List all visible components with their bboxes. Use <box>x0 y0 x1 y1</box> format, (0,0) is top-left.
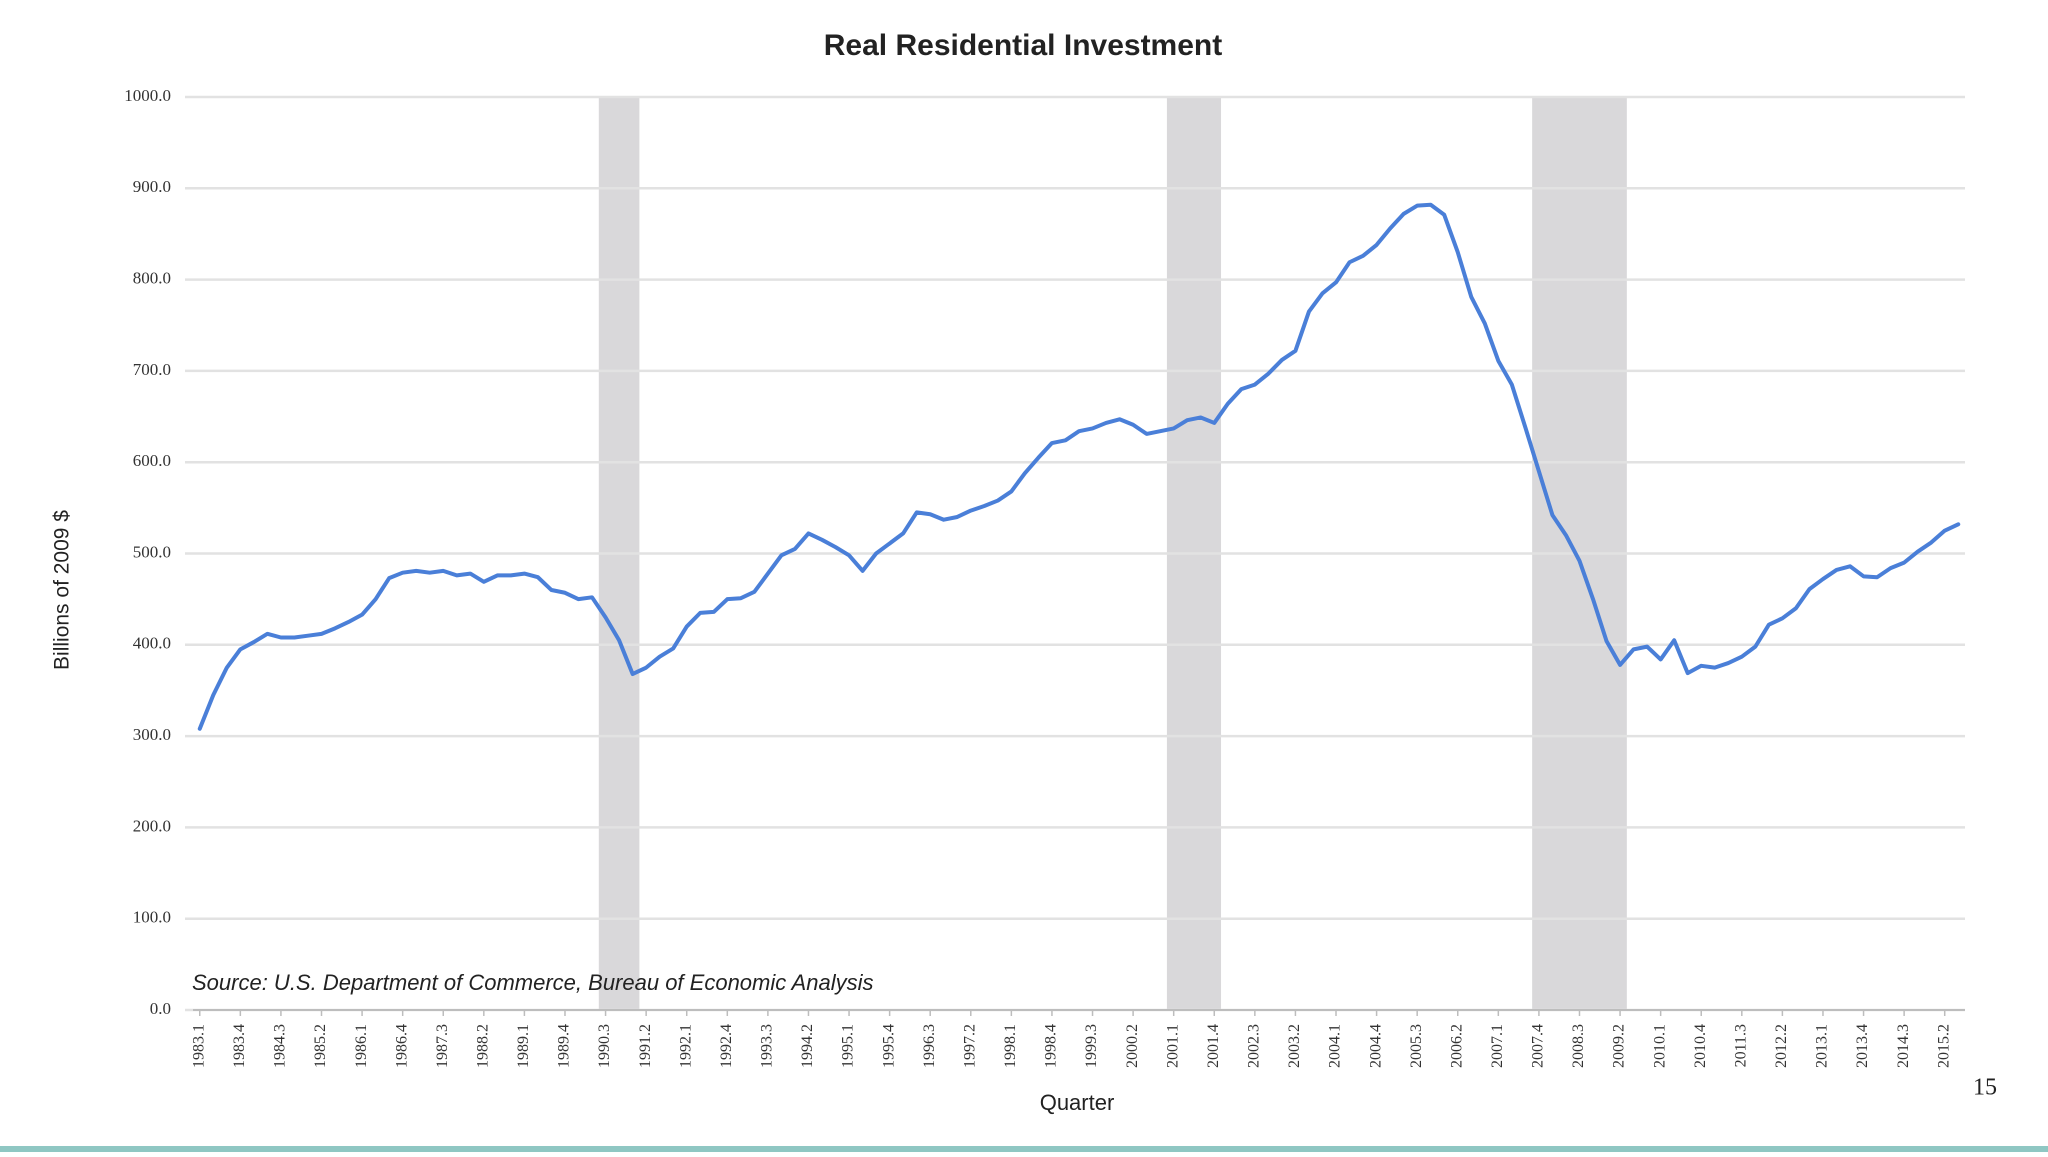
x-tick-label: 2007.1 <box>1489 1024 1506 1068</box>
x-tick-label: 2012.2 <box>1773 1024 1790 1068</box>
x-tick-label: 2004.1 <box>1327 1024 1344 1068</box>
x-tick-label: 1997.2 <box>961 1024 978 1068</box>
x-tick-label: 1995.1 <box>840 1024 857 1068</box>
y-tick-label: 600.0 <box>133 451 171 470</box>
x-tick-label: 1986.1 <box>353 1024 370 1068</box>
line-layer <box>197 202 1961 731</box>
y-axis-title: Billions of 2009 $ <box>51 510 74 670</box>
bottom-border <box>0 1146 2048 1152</box>
x-axis-title: Quarter <box>1040 1090 1115 1115</box>
x-tick-label: 1993.3 <box>759 1024 776 1068</box>
x-tick-label: 2003.2 <box>1286 1024 1303 1068</box>
y-tick-label: 100.0 <box>133 908 171 927</box>
y-tick-label: 400.0 <box>133 634 171 653</box>
y-tick-label: 0.0 <box>150 999 171 1018</box>
y-tick-label: 300.0 <box>133 725 171 744</box>
x-tick-label: 1996.3 <box>921 1024 938 1068</box>
y-tick-label: 200.0 <box>133 816 171 835</box>
x-tick-label: 1987.3 <box>434 1024 451 1068</box>
x-tick-label: 2005.3 <box>1408 1024 1425 1068</box>
x-tick-label: 2006.2 <box>1448 1024 1465 1068</box>
x-tick-label: 1995.4 <box>880 1024 897 1068</box>
chart-title: Real Residential Investment <box>824 29 1222 62</box>
x-tick-label: 1988.2 <box>474 1024 491 1068</box>
x-tick-label: 1989.4 <box>556 1024 573 1068</box>
label-layer: 0.0 100.0 200.0 300.0 400.0 500.0 600.0 700.0 80… <box>124 86 1952 1068</box>
x-tick-label: 2004.4 <box>1367 1024 1384 1068</box>
x-tick-label: 2014.3 <box>1895 1024 1912 1068</box>
x-tick-label: 1992.4 <box>718 1024 735 1068</box>
x-tick-label: 1984.3 <box>272 1024 289 1068</box>
x-tick-label: 1998.4 <box>1043 1024 1060 1068</box>
x-tick-label: 2000.2 <box>1124 1024 1141 1068</box>
x-tick-label: 1994.2 <box>799 1024 816 1068</box>
x-tick-label: 2013.1 <box>1814 1024 1831 1068</box>
x-tick-label: 2001.1 <box>1164 1024 1181 1068</box>
x-tick-label: 2002.3 <box>1246 1024 1263 1068</box>
grid-layer <box>185 95 1965 1016</box>
page-number: 15 <box>1973 1075 1997 1101</box>
x-tick-label: 1991.2 <box>637 1024 654 1068</box>
y-tick-label: 500.0 <box>133 542 171 561</box>
x-tick-label: 2008.3 <box>1570 1024 1587 1068</box>
x-tick-label: 1992.1 <box>677 1024 694 1068</box>
x-tick-label: 1990.3 <box>596 1024 613 1068</box>
x-tick-label: 2009.2 <box>1611 1024 1628 1068</box>
x-tick-label: 2010.4 <box>1692 1024 1709 1068</box>
x-tick-label: 2007.4 <box>1530 1024 1547 1068</box>
x-tick-label: 1983.4 <box>231 1024 248 1068</box>
x-tick-label: 1983.1 <box>190 1024 207 1068</box>
data-line <box>197 202 1961 731</box>
x-tick-label: 1999.3 <box>1083 1024 1100 1068</box>
x-tick-label: 1986.4 <box>393 1024 410 1068</box>
x-tick-label: 2001.4 <box>1205 1024 1222 1068</box>
x-tick-label: 2011.3 <box>1732 1024 1749 1067</box>
x-tick-label: 1989.1 <box>515 1024 532 1068</box>
source-note: Source: U.S. Department of Commerce, Bur… <box>192 970 873 995</box>
y-tick-label: 800.0 <box>133 269 171 288</box>
x-tick-label: 1998.1 <box>1002 1024 1019 1068</box>
y-tick-label: 900.0 <box>133 177 171 196</box>
x-tick-label: 2013.4 <box>1854 1024 1871 1068</box>
x-tick-label: 2010.1 <box>1651 1024 1668 1068</box>
x-tick-label: 1985.2 <box>312 1024 329 1068</box>
y-tick-label: 700.0 <box>133 360 171 379</box>
x-tick-label: 2015.2 <box>1935 1024 1952 1068</box>
y-tick-label: 1000.0 <box>124 86 171 105</box>
